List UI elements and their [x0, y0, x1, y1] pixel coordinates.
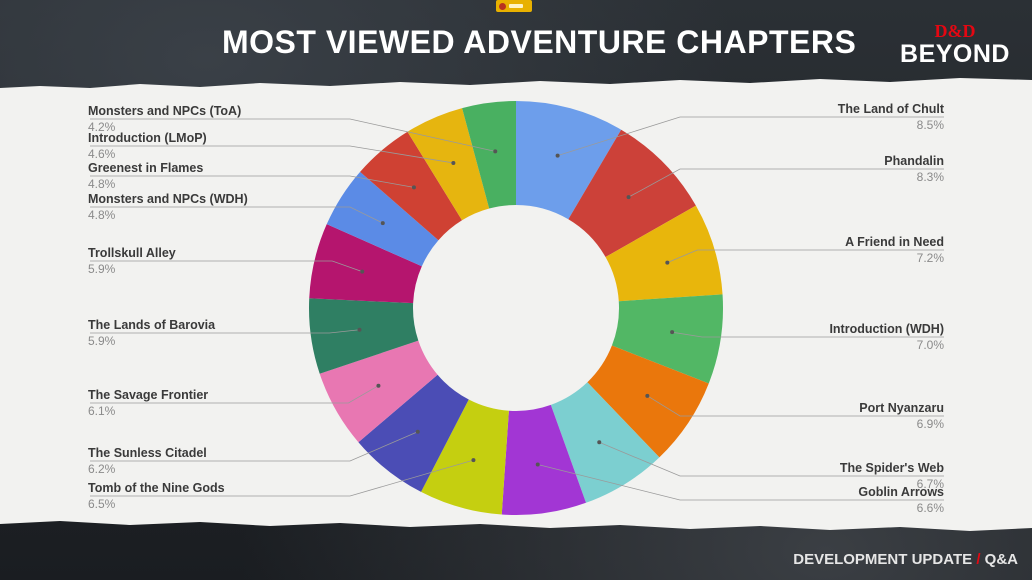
logo-top-text: D&D [934, 21, 976, 41]
slice-label: Introduction (WDH) [829, 322, 944, 336]
slice-label: Goblin Arrows [858, 485, 944, 499]
leader-line [628, 168, 944, 198]
leader-line [647, 395, 944, 417]
slice-label: Monsters and NPCs (WDH) [88, 192, 248, 206]
leader-dot [360, 269, 365, 274]
leader-line [537, 464, 944, 501]
leader-dot [357, 327, 362, 332]
leader-dot [597, 440, 602, 445]
slice-label: Greenest in Flames [88, 161, 203, 175]
leader-line [90, 145, 454, 164]
slice-label: The Savage Frontier [88, 388, 208, 402]
donut-slice [309, 298, 419, 374]
slice-label: The Lands of Barovia [88, 318, 216, 332]
donut-slice [462, 101, 516, 209]
leader-line [599, 441, 944, 477]
slice-value-label: 8.5% [917, 118, 945, 132]
slice-label: Trollskull Alley [88, 246, 176, 260]
leader-line [90, 459, 474, 497]
donut-slice [319, 340, 438, 443]
leader-line [557, 116, 944, 156]
leader-dot [645, 393, 650, 398]
donut-slice [587, 345, 709, 458]
footer-qa: Q&A [984, 551, 1018, 568]
slice-value-label: 4.8% [88, 177, 116, 191]
slice-label: The Spider's Web [840, 461, 945, 475]
leader-dot [665, 260, 670, 265]
slice-value-label: 6.9% [917, 417, 945, 431]
leader-line [90, 385, 379, 404]
leader-line [90, 175, 415, 188]
leader-line [90, 260, 363, 273]
donut-slice [611, 294, 723, 384]
donut-slice [360, 131, 463, 241]
leader-dot [493, 149, 498, 154]
slice-value-label: 6.2% [88, 462, 116, 476]
slice-label: Tomb of the Nine Gods [88, 481, 225, 495]
footer-slash: / [976, 551, 981, 568]
leader-dot [415, 429, 420, 434]
leader-line [667, 249, 944, 263]
donut-slice [501, 404, 586, 515]
slice-value-label: 7.0% [917, 338, 945, 352]
donut-slice [421, 399, 509, 515]
slice-value-label: 4.6% [88, 147, 116, 161]
donut-slice [326, 171, 439, 267]
leader-dot [555, 153, 560, 158]
leader-line [90, 431, 418, 462]
slice-value-label: 4.2% [88, 120, 116, 134]
leader-dot [535, 462, 540, 467]
footer-main: DEVELOPMENT UPDATE [793, 551, 973, 568]
leader-dot [451, 160, 456, 165]
slice-value-label: 8.3% [917, 170, 945, 184]
leader-dot [670, 330, 675, 335]
slice-value-label: 6.1% [88, 404, 116, 418]
donut-slice [309, 224, 422, 304]
leader-dot [411, 185, 416, 190]
leader-dot [380, 221, 385, 226]
slice-label: Port Nyanzaru [859, 401, 944, 415]
donut-slice [605, 205, 723, 302]
page-title: MOST VIEWED ADVENTURE CHAPTERS [222, 24, 857, 60]
slice-value-label: 6.7% [917, 477, 945, 491]
leader-line [90, 118, 496, 152]
dnd-beyond-logo: D&D BEYOND [890, 22, 1020, 70]
slice-label: The Land of Chult [838, 102, 945, 116]
donut-slice [516, 101, 622, 220]
leader-line [90, 329, 360, 334]
slice-value-label: 5.9% [88, 262, 116, 276]
slice-label: A Friend in Need [845, 235, 944, 249]
donut-slice [550, 382, 660, 503]
slice-label: Introduction (LMoP) [88, 131, 207, 145]
leader-line [672, 331, 944, 338]
footer-caption: DEVELOPMENT UPDATE / Q&A [793, 551, 1018, 568]
slice-value-label: 7.2% [917, 251, 945, 265]
record-dot-icon [499, 2, 506, 10]
donut-slice [568, 129, 696, 258]
slice-label: Phandalin [884, 154, 944, 168]
recording-indicator [496, 0, 532, 12]
logo-bottom-text: BEYOND [900, 40, 1010, 68]
indicator-bar-icon [509, 4, 523, 8]
slice-value-label: 6.5% [88, 497, 116, 511]
slice-value-label: 6.6% [917, 501, 945, 515]
torn-paper [0, 78, 1032, 531]
leader-dot [376, 383, 381, 388]
slice-value-label: 4.8% [88, 208, 116, 222]
slice-label: Monsters and NPCs (ToA) [88, 104, 241, 118]
leader-dot [471, 458, 476, 463]
donut-chart: The Land of Chult 8.5% Phandalin 8.3% A Frie… [88, 101, 945, 515]
leader-line [90, 206, 383, 224]
leader-dot [626, 195, 631, 200]
slice-label: The Sunless Citadel [88, 446, 207, 460]
slice-value-label: 5.9% [88, 334, 116, 348]
